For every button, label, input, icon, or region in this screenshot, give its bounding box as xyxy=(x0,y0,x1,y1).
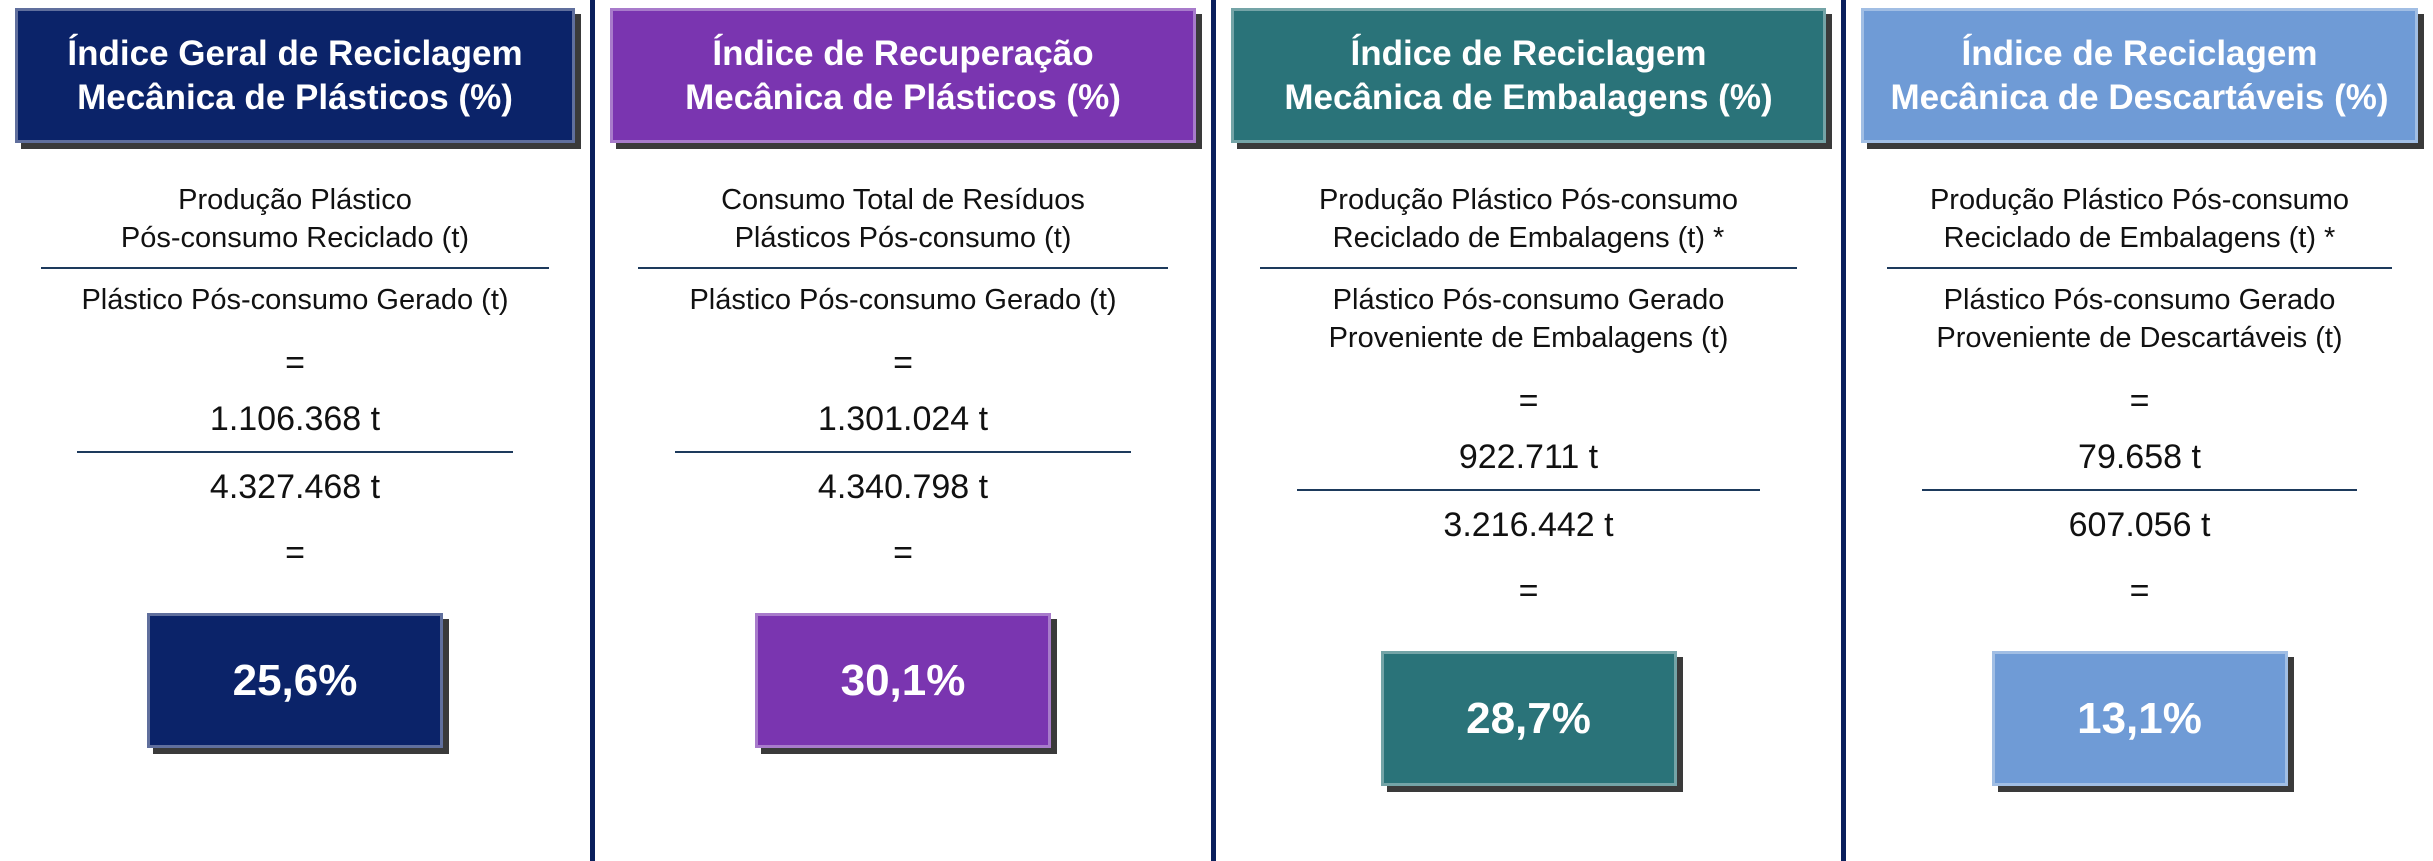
denominator-line: Plástico Pós-consumo Gerado (t) xyxy=(689,284,1117,316)
numerator-line: Reciclado de Embalagens (t) * xyxy=(1943,222,2336,254)
title-line: Mecânica de Plásticos (%) xyxy=(685,77,1121,117)
values: 1.301.024 t 4.340.798 t xyxy=(595,397,1211,509)
fraction-rule xyxy=(1259,267,1798,269)
fraction-rule xyxy=(41,267,549,269)
denominator-value: 3.216.442 t xyxy=(1443,506,1614,544)
equals-sign: = xyxy=(893,534,913,572)
numerator-line: Consumo Total de Resíduos xyxy=(721,184,1085,216)
denominator-value: 4.340.798 t xyxy=(817,468,989,506)
denominator-value: 607.056 t xyxy=(2068,506,2211,544)
fraction-rule xyxy=(1922,489,2357,491)
equals-sign: = xyxy=(2129,572,2150,610)
equals-sign: = xyxy=(1518,572,1539,610)
fraction-rule xyxy=(1297,489,1760,491)
denominator-line: Plástico Pós-consumo Gerado xyxy=(1943,284,2336,316)
panel: Índice Geral de Reciclagem Mecânica de Pl… xyxy=(0,0,590,861)
numerator-value: 922.711 t xyxy=(1458,438,1599,476)
numerator-line: Produção Plástico Pós-consumo xyxy=(1318,184,1739,216)
denominator-line: Proveniente de Embalagens (t) xyxy=(1328,322,1729,354)
panel-title: Índice de Recuperação Mecânica de Plástic… xyxy=(610,8,1196,143)
formula: Produção Plástico Pós-consumo Reciclado d… xyxy=(1216,181,1841,357)
fraction-rule xyxy=(675,451,1131,453)
fraction-rule xyxy=(1887,267,2392,269)
formula: Consumo Total de Resíduos Plásticos Pós-c… xyxy=(595,181,1211,319)
title-line: Mecânica de Plásticos (%) xyxy=(77,77,513,117)
panel: Índice de Reciclagem Mecânica de Embalage… xyxy=(1216,0,1841,861)
numerator-value: 1.106.368 t xyxy=(209,400,381,438)
title-line: Mecânica de Embalagens (%) xyxy=(1284,77,1773,117)
numerator-line: Plásticos Pós-consumo (t) xyxy=(734,222,1072,254)
numerator-line: Pós-consumo Reciclado (t) xyxy=(120,222,470,254)
panel-title: Índice de Reciclagem Mecânica de Embalage… xyxy=(1231,8,1826,143)
title-line: Índice Geral de Reciclagem xyxy=(67,33,523,73)
numerator-line: Produção Plástico Pós-consumo xyxy=(1929,184,2350,216)
equals-sign: = xyxy=(893,344,913,382)
denominator-line: Plástico Pós-consumo Gerado (t) xyxy=(81,284,509,316)
panel: Índice de Recuperação Mecânica de Plástic… xyxy=(595,0,1211,861)
panel: Índice de Reciclagem Mecânica de Descartá… xyxy=(1846,0,2433,861)
panel-title: Índice de Reciclagem Mecânica de Descartá… xyxy=(1861,8,2418,143)
denominator-line: Plástico Pós-consumo Gerado xyxy=(1332,284,1725,316)
formula: Produção Plástico Pós-consumo Reciclado (… xyxy=(0,181,590,319)
formula: Produção Plástico Pós-consumo Reciclado d… xyxy=(1846,181,2433,357)
title-line: Índice de Reciclagem xyxy=(1350,33,1707,73)
numerator-value: 79.658 t xyxy=(2078,438,2201,476)
divider xyxy=(1211,0,1216,861)
result-box: 28,7% xyxy=(1380,651,1677,786)
result-box: 13,1% xyxy=(1991,651,2288,786)
fraction-rule xyxy=(638,267,1168,269)
numerator-line: Reciclado de Embalagens (t) * xyxy=(1332,222,1725,254)
equals-sign: = xyxy=(285,344,305,382)
denominator-line: Proveniente de Descartáveis (t) xyxy=(1936,322,2343,354)
result-box: 30,1% xyxy=(755,613,1051,748)
title-line: Índice de Reciclagem xyxy=(1961,33,2318,73)
values: 1.106.368 t 4.327.468 t xyxy=(0,397,590,509)
values: 922.711 t 3.216.442 t xyxy=(1216,435,1841,547)
values: 79.658 t 607.056 t xyxy=(1846,435,2433,547)
title-line: Mecânica de Descartáveis (%) xyxy=(1890,77,2389,117)
numerator-value: 1.301.024 t xyxy=(817,400,989,438)
fraction-rule xyxy=(76,451,514,453)
equals-sign: = xyxy=(2129,382,2150,420)
equals-sign: = xyxy=(1518,382,1539,420)
title-line: Índice de Recuperação xyxy=(712,33,1094,73)
divider xyxy=(590,0,595,861)
panel-title: Índice Geral de Reciclagem Mecânica de Pl… xyxy=(15,8,575,143)
result-box: 25,6% xyxy=(147,613,443,748)
equals-sign: = xyxy=(285,534,305,572)
divider xyxy=(1841,0,1846,861)
denominator-value: 4.327.468 t xyxy=(209,468,381,506)
numerator-line: Produção Plástico xyxy=(178,184,412,216)
